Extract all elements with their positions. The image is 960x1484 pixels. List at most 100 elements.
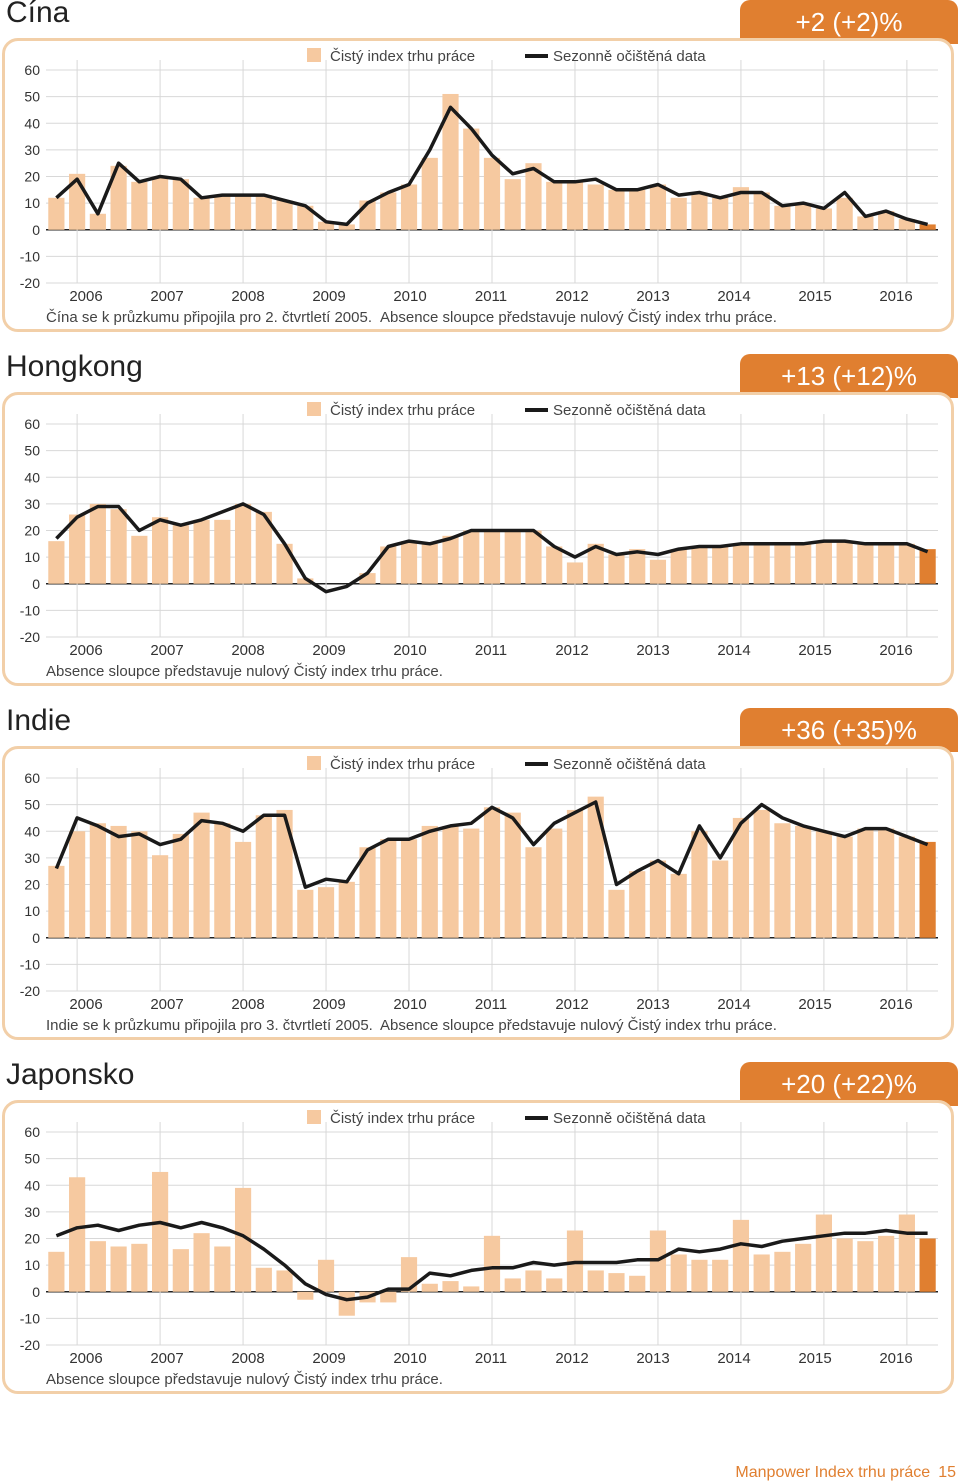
bar (400, 541, 418, 584)
japan-panel: Japonsko +20 (+22)% 60 50 40 30 20 10 0 -10 -20 Č… (0, 1058, 960, 1416)
bar (857, 216, 874, 230)
bar (753, 192, 770, 230)
change-badge: +36 (+35)% (740, 708, 958, 752)
bar (131, 831, 148, 938)
y-tick-label: 0 (32, 222, 40, 238)
china-panel: Čína +2 (+2)% 60 50 40 30 20 10 0 -10 -20 Čistý i… (0, 0, 960, 354)
x-tick-label: 2013 (636, 642, 669, 659)
bar (317, 221, 335, 230)
seasonal-line (55, 1220, 928, 1302)
bar (297, 889, 314, 938)
footer-title: Manpower Index trhu práce (735, 1464, 931, 1481)
bar (878, 828, 895, 938)
bar (172, 179, 189, 230)
bar (857, 828, 874, 938)
bar (649, 184, 667, 230)
bar (463, 1286, 480, 1292)
bar (214, 1246, 231, 1292)
bar (670, 549, 687, 584)
x-tick-label: 2012 (555, 996, 588, 1013)
bar (131, 181, 148, 230)
bar (504, 1278, 521, 1292)
bar (421, 543, 438, 584)
bar (919, 841, 936, 938)
x-tick-label: 2009 (312, 642, 345, 659)
bar (255, 815, 272, 938)
bar (546, 546, 563, 584)
bar (255, 1267, 272, 1292)
bar (774, 1251, 791, 1292)
bar (193, 1233, 210, 1292)
bar (649, 860, 667, 938)
bar (463, 530, 480, 584)
y-tick-label: 0 (32, 1284, 40, 1300)
y-tick-label: -10 (20, 1310, 40, 1326)
bar (338, 1291, 355, 1316)
bar (463, 828, 480, 938)
bar (566, 562, 584, 584)
bar (442, 825, 459, 938)
y-tick-label: 10 (24, 549, 40, 565)
bar (670, 873, 687, 938)
x-tick-label: 2010 (393, 996, 426, 1013)
bar (836, 1238, 853, 1292)
x-tick-label: 2015 (798, 642, 831, 659)
bar (152, 1171, 169, 1292)
y-tick-label: 30 (24, 142, 40, 158)
bar (836, 836, 853, 938)
x-tick-label: 2008 (231, 642, 264, 659)
bar (629, 1275, 646, 1292)
bar (317, 1259, 335, 1292)
bar (255, 195, 272, 230)
bar (795, 203, 812, 230)
y-tick-label: 20 (24, 1231, 40, 1247)
y-tick-label: 60 (24, 416, 40, 432)
bar (712, 860, 729, 938)
note-absence: Absence sloupce představuje nulový Čistý… (46, 663, 443, 680)
legend-line-label: Sezonně očištěná data (553, 48, 706, 65)
y-tick-label: 50 (24, 443, 40, 459)
bar (898, 219, 915, 230)
y-tick-label: 60 (24, 1124, 40, 1140)
x-tick-label: 2015 (798, 1350, 831, 1367)
bar (172, 525, 189, 584)
bar (898, 1214, 915, 1292)
x-tick-label: 2009 (312, 288, 345, 305)
bar (691, 192, 708, 230)
bar (110, 1246, 127, 1292)
bar (234, 503, 252, 584)
bar (525, 847, 542, 938)
legend-line-label: Sezonně očištěná data (553, 1110, 706, 1127)
legend-bar-swatch (307, 756, 321, 770)
y-tick-label: 60 (24, 62, 40, 78)
bar (214, 823, 231, 938)
x-tick-label: 2013 (636, 288, 669, 305)
bar (214, 519, 231, 584)
legend-bars-label: Čistý index trhu práce (330, 1110, 475, 1127)
bar (774, 543, 791, 584)
y-tick-label: 20 (24, 523, 40, 539)
legend-bar-swatch (307, 1110, 321, 1124)
bar (89, 1241, 106, 1292)
bar (152, 176, 169, 230)
y-tick-label: 30 (24, 1204, 40, 1220)
bar (442, 1281, 459, 1292)
bar (919, 224, 936, 230)
legend-line-label: Sezonně očištěná data (553, 402, 706, 419)
bar (234, 841, 252, 938)
x-tick-label: 2016 (879, 642, 912, 659)
bar (380, 192, 397, 230)
x-tick-label: 2016 (879, 288, 912, 305)
y-tick-label: 30 (24, 496, 40, 512)
bar (504, 179, 521, 230)
bar (898, 543, 915, 584)
bar (878, 543, 895, 584)
page-footer: Manpower Index trhu práce 15 (735, 1464, 956, 1482)
y-tick-label: 40 (24, 1177, 40, 1193)
bar (463, 128, 480, 230)
y-tick-label: 50 (24, 797, 40, 813)
x-tick-label: 2006 (69, 996, 102, 1013)
x-tick-label: 2012 (555, 642, 588, 659)
